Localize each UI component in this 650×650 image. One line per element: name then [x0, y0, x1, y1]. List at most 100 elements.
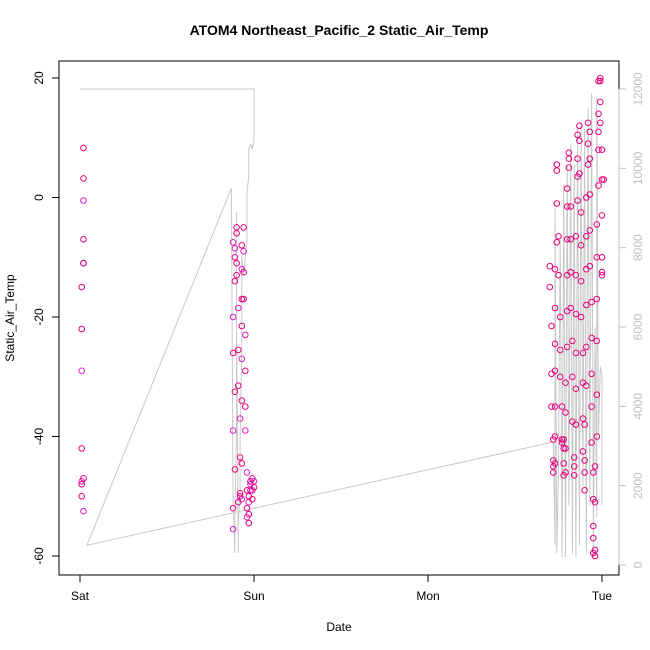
data-point: [574, 131, 581, 139]
data-point: [591, 498, 599, 506]
temperature-series: [78, 74, 608, 560]
altitude-series: [80, 88, 603, 558]
data-point: [583, 382, 590, 390]
data-point: [551, 265, 559, 273]
data-point: [597, 98, 604, 106]
data-point: [553, 161, 561, 168]
y-tick-label: -40: [32, 428, 46, 446]
data-point: [577, 209, 585, 216]
y2-tick-label: 12000: [631, 72, 645, 106]
data-point: [579, 349, 587, 357]
data-point: [78, 283, 85, 291]
data-point: [588, 334, 595, 342]
data-point: [574, 197, 581, 204]
data-point: [229, 504, 237, 512]
data-point: [80, 175, 87, 182]
x-tick-label: Sat: [71, 589, 90, 603]
data-point: [560, 445, 568, 452]
data-point: [563, 185, 571, 192]
data-point: [243, 469, 251, 476]
data-point: [586, 128, 594, 136]
data-point: [235, 498, 242, 506]
data-point: [235, 304, 242, 312]
data-point: [570, 463, 578, 470]
data-point: [229, 525, 237, 533]
data-point: [80, 259, 87, 267]
data-point: [597, 119, 604, 127]
data-point: [567, 304, 575, 312]
y2-tick-label: 2000: [631, 472, 645, 499]
data-point: [236, 415, 244, 422]
y2-tick-label: 0: [631, 561, 645, 568]
data-point: [581, 457, 588, 464]
data-point: [572, 271, 580, 279]
data-point: [548, 403, 555, 410]
data-point: [235, 382, 242, 390]
data-point: [579, 415, 587, 422]
data-point: [78, 493, 85, 500]
data-point: [80, 197, 87, 204]
data-point: [242, 427, 249, 434]
data-point: [586, 227, 594, 234]
data-point: [563, 236, 571, 243]
data-point: [600, 176, 608, 183]
data-point: [551, 460, 559, 467]
data-point: [583, 343, 590, 351]
data-point: [233, 271, 240, 279]
data-point: [562, 409, 569, 416]
x-tick-label: Tue: [592, 589, 613, 603]
data-point: [593, 391, 601, 399]
data-point: [548, 370, 555, 378]
data-point: [78, 325, 85, 333]
data-point: [556, 373, 564, 381]
data-point: [579, 448, 587, 455]
y-axis-right: 0 2000 4000 6000 8000 10000 12000: [618, 72, 645, 568]
data-point: [233, 230, 240, 237]
y-tick-label: 0: [32, 194, 46, 201]
data-point: [553, 167, 561, 174]
data-point: [597, 77, 604, 85]
data-point: [548, 322, 555, 330]
plot-frame: [58, 60, 620, 576]
chart-title: ATOM4 Northeast_Pacific_2 Static_Air_Tem…: [190, 22, 489, 38]
data-point: [550, 469, 557, 476]
data-point: [240, 295, 247, 303]
data-point: [588, 298, 595, 306]
data-point: [546, 283, 554, 291]
data-point: [563, 203, 571, 210]
data-point: [238, 295, 246, 303]
data-point: [242, 403, 249, 410]
data-point: [238, 460, 246, 467]
data-point: [231, 388, 239, 396]
data-point: [231, 466, 239, 473]
data-point: [229, 349, 237, 357]
data-point: [551, 304, 559, 312]
y-axis-label: Static_Air_Temp: [3, 274, 17, 362]
data-point: [555, 271, 562, 279]
y-tick-label: 20: [32, 71, 46, 85]
x-axis-label: Date: [326, 620, 352, 634]
data-point: [577, 313, 585, 321]
data-point: [593, 337, 601, 345]
data-point: [560, 436, 568, 443]
x-tick-label: Mon: [416, 589, 439, 603]
data-point: [598, 253, 606, 261]
data-point: [569, 373, 576, 381]
data-point: [590, 534, 597, 542]
data-point: [240, 224, 247, 231]
data-point: [577, 242, 585, 249]
y2-tick-label: 4000: [631, 393, 645, 420]
data-point: [555, 233, 562, 240]
data-point: [565, 149, 573, 156]
data-point: [584, 161, 592, 168]
data-point: [240, 268, 247, 276]
data-point: [565, 164, 573, 171]
data-point: [236, 493, 244, 500]
y2-tick-label: 8000: [631, 234, 645, 261]
y2-tick-label: 10000: [631, 151, 645, 185]
data-point: [576, 170, 583, 177]
data-point: [80, 236, 87, 243]
data-point: [250, 478, 258, 485]
data-point: [576, 122, 583, 130]
data-point: [572, 349, 580, 357]
